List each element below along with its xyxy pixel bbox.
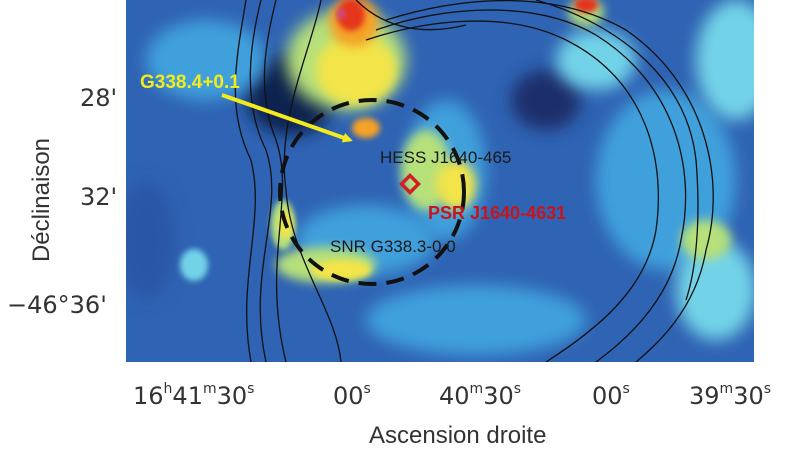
remnant-arrow — [221, 93, 353, 143]
y-tick-label: 28' — [80, 84, 118, 112]
pulsar-label: PSR J1640-4631 — [428, 203, 566, 223]
x-tick-label: 16h41m30s — [133, 381, 255, 410]
contour-line — [263, 0, 287, 362]
x-tick-label: 39m30s — [689, 381, 772, 410]
contour-line — [385, 0, 714, 362]
y-tick-label: −46°36' — [7, 291, 107, 319]
pulsar-marker — [399, 173, 421, 195]
snr-region-circle — [278, 98, 466, 286]
snr-label: SNR G338.3-0.0 — [330, 237, 456, 256]
contour-line — [375, 9, 687, 362]
sky-map-graphic: G338.4+0.1 HESS J1640-465 PSR J1640-4631… — [126, 0, 754, 362]
x-tick-label: 00s — [592, 381, 630, 410]
remnant-label: G338.4+0.1 — [140, 72, 240, 93]
x-axis-title: Ascension droite — [369, 422, 547, 449]
hess-source-label: HESS J1640-465 — [380, 148, 511, 167]
contour-line — [535, 0, 699, 301]
contour-line — [249, 0, 273, 362]
y-tick-label: 32' — [80, 183, 118, 211]
emission-layer — [126, 0, 754, 362]
y-axis-title: Déclinaison — [28, 137, 55, 263]
contour-line — [234, 0, 256, 362]
contour-line — [283, 0, 342, 362]
contour-line — [365, 20, 659, 362]
contour-line — [355, 0, 467, 31]
x-tick-label: 00s — [333, 381, 371, 410]
sky-map: G338.4+0.1 HESS J1640-465 PSR J1640-4631… — [126, 0, 754, 362]
contour-lines — [234, 0, 714, 362]
x-tick-label: 40m30s — [439, 381, 522, 410]
